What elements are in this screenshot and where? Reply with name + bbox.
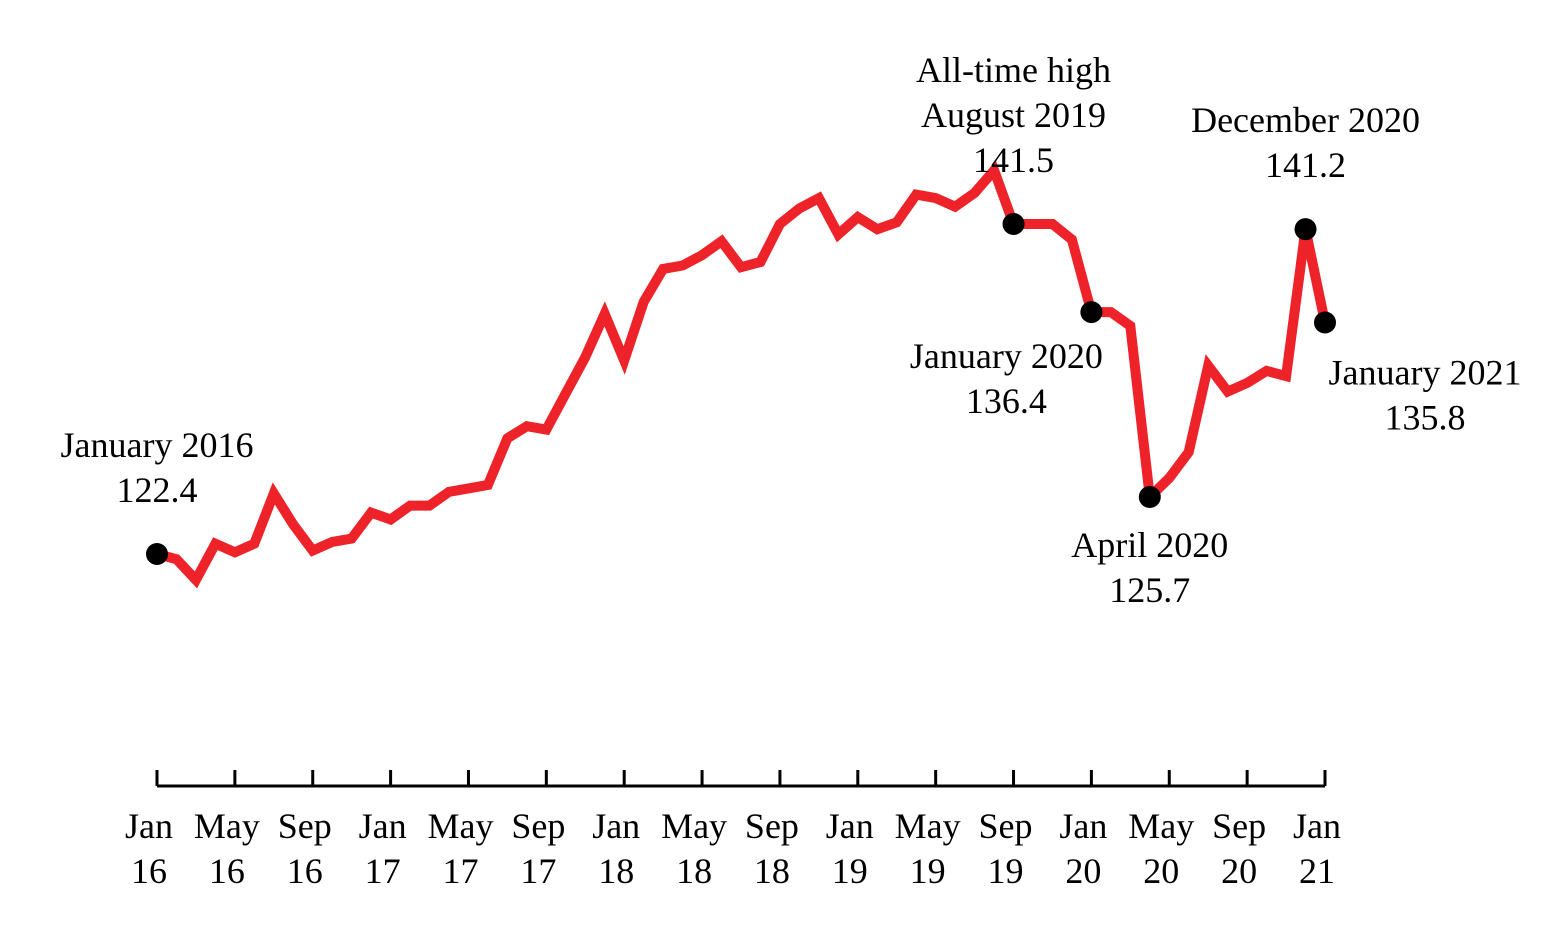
annotation-label: January 2020 136.4 — [910, 336, 1103, 421]
annotation-line: All-time high — [916, 50, 1111, 90]
series-line — [155, 160, 1330, 589]
x-tick-label-year: 18 — [676, 851, 712, 891]
data-point-marker — [1314, 311, 1336, 334]
x-tick-label-month: Sep — [511, 806, 565, 846]
x-tick-label-year: 19 — [988, 851, 1024, 891]
x-tick-label-year: 19 — [910, 851, 946, 891]
data-point-marker — [1002, 213, 1025, 235]
annotation-label: April 2020 125.7 — [1071, 525, 1228, 610]
x-tick-label-year: 17 — [520, 851, 556, 891]
x-tick-label-year: 20 — [1221, 851, 1257, 891]
x-tick-label-year: 16 — [287, 851, 323, 891]
x-tick-label-year: 20 — [1065, 851, 1101, 891]
x-tick-label-month: May — [427, 806, 493, 846]
annotation-line: 136.4 — [966, 381, 1047, 421]
x-tick-label-year: 21 — [1299, 851, 1335, 891]
data-point-marker — [1080, 301, 1103, 324]
x-tick-label-month: May — [895, 806, 961, 846]
x-tick-label-year: 16 — [131, 851, 167, 891]
x-tick-label-year: 18 — [598, 851, 634, 891]
annotation-line: 135.8 — [1385, 397, 1466, 437]
x-tick-label-month: Jan — [1059, 806, 1107, 846]
x-tick-label-year: 16 — [209, 851, 245, 891]
annotation-label: January 2016 122.4 — [61, 425, 254, 510]
x-tick-label-month: Jan — [1293, 806, 1341, 846]
x-tick-label-month: Jan — [359, 806, 407, 846]
x-tick-label-month: May — [194, 806, 260, 846]
x-tick-label-year: 18 — [754, 851, 790, 891]
x-tick-label-month: May — [1128, 806, 1194, 846]
series-group — [155, 160, 1330, 589]
x-tick-label-month: May — [661, 806, 727, 846]
annotation-line: 122.4 — [117, 470, 198, 510]
x-tick-label-year: 19 — [832, 851, 868, 891]
annotation-label: January 2021 135.8 — [1329, 352, 1522, 437]
x-tick-label-month: Jan — [826, 806, 874, 846]
annotation-line: January 2020 — [910, 336, 1103, 376]
data-point-marker — [1294, 218, 1317, 241]
annotation-line: 141.2 — [1265, 145, 1346, 185]
annotation-line: December 2020 — [1191, 100, 1420, 140]
data-point-marker — [146, 543, 168, 566]
annotation-line: January 2021 — [1329, 352, 1522, 392]
annotation-group: January 2016 122.4 All-time high August 201… — [61, 50, 1522, 610]
annotation-line: 125.7 — [1109, 570, 1190, 610]
x-tick-label-month: Sep — [278, 806, 332, 846]
x-tick-label-month: Sep — [745, 806, 799, 846]
marker-group — [146, 213, 1336, 566]
x-tick-label-year: 20 — [1143, 851, 1179, 891]
annotation-line: January 2016 — [61, 425, 254, 465]
annotation-line: April 2020 — [1071, 525, 1228, 565]
data-point-marker — [1138, 486, 1161, 508]
annotation-label: December 2020 141.2 — [1191, 100, 1420, 185]
annotation-label: All-time high August 2019 141.5 — [916, 50, 1111, 180]
x-tick-label-month: Sep — [1212, 806, 1266, 846]
annotation-line: 141.5 — [973, 140, 1054, 180]
x-tick-label-month: Jan — [592, 806, 640, 846]
annotation-line: August 2019 — [921, 95, 1106, 135]
x-tick-label-month: Jan — [125, 806, 173, 846]
x-tick-label-year: 17 — [442, 851, 478, 891]
x-tick-label-year: 17 — [365, 851, 401, 891]
x-axis: Jan 16 May 16 Sep 16 Jan 17 May 17 Sep 17 Jan 18 May 18… — [125, 770, 1341, 891]
x-tick-label-month: Sep — [979, 806, 1033, 846]
